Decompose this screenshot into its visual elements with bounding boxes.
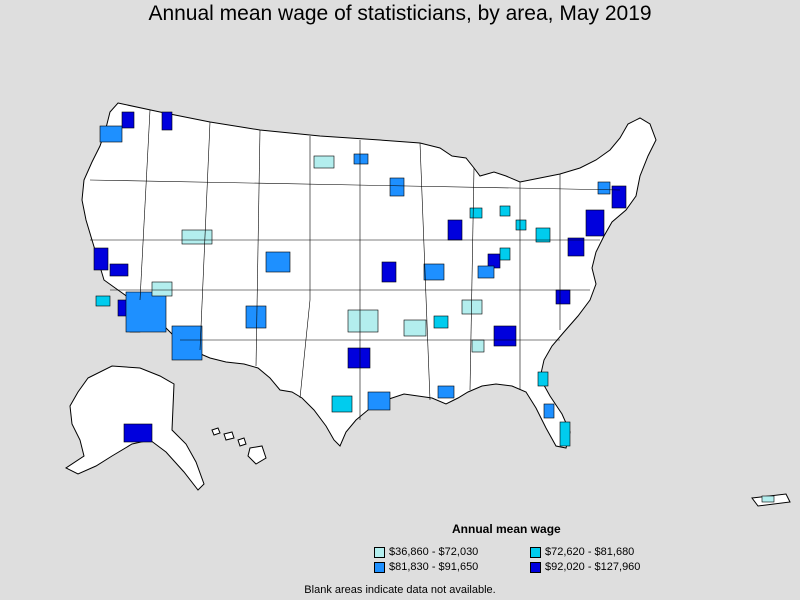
legend-swatch-bin-3 <box>374 561 385 573</box>
state-borders <box>89 109 621 420</box>
legend-label-bin-3: $81,830 - $91,650 <box>389 561 479 573</box>
legend-item-bin-3: $81,830 - $91,650 <box>374 561 478 573</box>
legend-swatch-bin-1 <box>374 546 385 558</box>
legend-item-bin-4: $92,020 - $127,960 <box>530 561 640 573</box>
legend-label-bin-2: $72,620 - $81,680 <box>545 546 635 558</box>
map-title: Annual mean wage of statisticians, by ar… <box>148 2 652 25</box>
hawaii-islands <box>211 427 267 465</box>
metro-areas <box>93 111 775 503</box>
legend-title: Annual mean wage <box>452 522 561 536</box>
legend-item-bin-1: $36,860 - $72,030 <box>374 546 478 558</box>
legend-item-bin-2: $72,620 - $81,680 <box>530 546 634 558</box>
legend-label-bin-1: $36,860 - $72,030 <box>389 546 479 558</box>
legend-swatch-bin-2 <box>530 546 541 558</box>
footnote: Blank areas indicate data not available. <box>304 584 496 596</box>
legend-swatch-bin-4 <box>530 561 541 573</box>
legend-label-bin-4: $92,020 - $127,960 <box>545 561 641 573</box>
